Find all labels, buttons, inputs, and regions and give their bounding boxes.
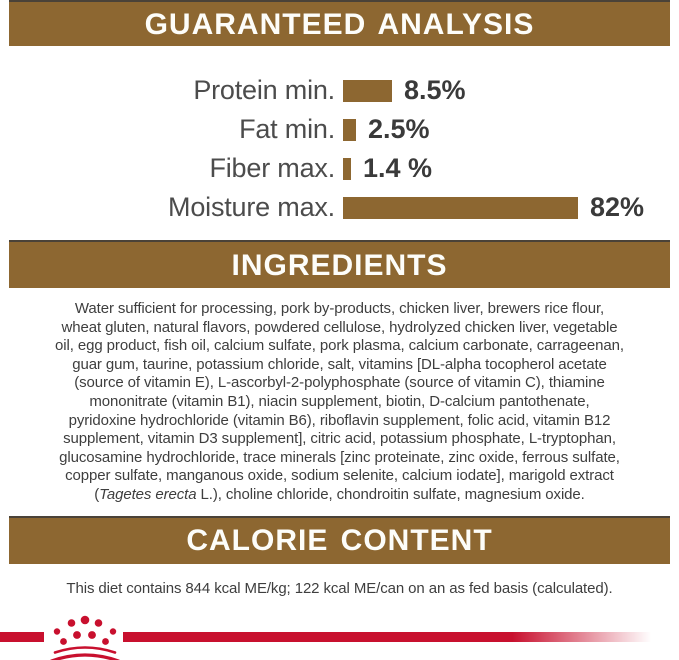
calorie-content-band: CALORIE CONTENT xyxy=(9,515,670,564)
guaranteed-analysis-chart: Protein min. 8.5% Fat min. 2.5% Fiber ma… xyxy=(0,71,679,227)
ingredients-latin-name: Tagetes erecta xyxy=(99,485,197,503)
calorie-content-text: This diet contains 844 kcal ME/kg; 122 k… xyxy=(66,579,613,597)
analysis-row-moisture: Moisture max. 82% xyxy=(0,188,679,227)
red-rule-left xyxy=(0,632,44,642)
analysis-row-protein: Protein min. 8.5% xyxy=(0,71,679,110)
analysis-row-fat: Fat min. 2.5% xyxy=(0,110,679,149)
guaranteed-analysis-band: GUARANTEED ANALYSIS xyxy=(9,0,670,46)
moisture-label: Moisture max. xyxy=(168,192,335,222)
moisture-value: 82% xyxy=(590,192,645,222)
fiber-label: Fiber max. xyxy=(209,153,335,183)
protein-value: 8.5% xyxy=(404,75,466,105)
ingredients-band: INGREDIENTS xyxy=(9,240,670,288)
moisture-bar xyxy=(343,196,578,219)
ingredients-text: Water sufficient for processing, pork by… xyxy=(0,288,679,505)
ingredients-title: INGREDIENTS xyxy=(231,248,448,282)
fiber-value: 1.4 % xyxy=(363,153,433,183)
calorie-content-title: CALORIE CONTENT xyxy=(186,524,493,558)
fat-value: 2.5% xyxy=(368,114,430,144)
fat-bar xyxy=(343,118,356,141)
protein-bar xyxy=(343,79,392,102)
royal-canin-crown-logo-icon xyxy=(50,615,120,660)
ingredients-text-main: Water sufficient for processing, pork by… xyxy=(55,300,624,503)
fat-label: Fat min. xyxy=(239,114,335,144)
guaranteed-analysis-title: GUARANTEED ANALYSIS xyxy=(144,7,535,41)
analysis-row-fiber: Fiber max. 1.4 % xyxy=(0,149,679,188)
protein-label: Protein min. xyxy=(193,75,335,105)
ingredients-text-end: L.), choline chloride, chondroitin sulfa… xyxy=(196,485,585,503)
red-rule-right xyxy=(123,632,679,642)
fiber-bar xyxy=(343,157,351,180)
